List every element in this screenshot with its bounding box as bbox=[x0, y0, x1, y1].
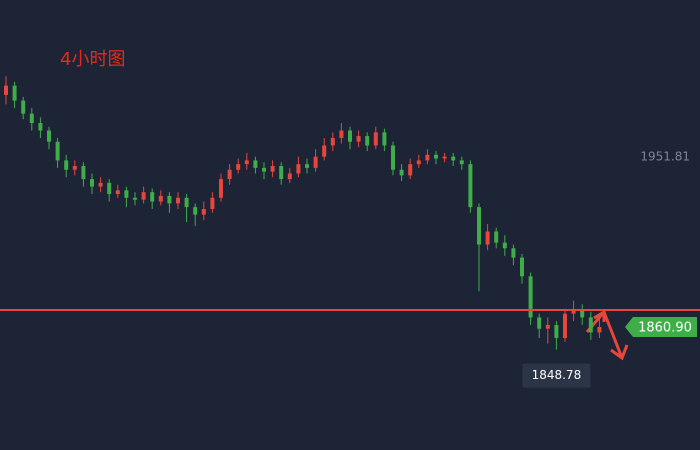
candle-body bbox=[305, 164, 309, 168]
candle-body bbox=[81, 166, 86, 180]
candle-body bbox=[244, 160, 249, 165]
arrow-head bbox=[593, 309, 606, 322]
candle-body bbox=[107, 182, 112, 195]
candle-body bbox=[184, 197, 189, 208]
candle-body bbox=[494, 231, 499, 243]
candle-body bbox=[382, 132, 387, 146]
candle-body bbox=[425, 154, 430, 161]
candle-body bbox=[90, 179, 94, 187]
candle-body bbox=[545, 324, 550, 329]
last-price-label: 1860.90 bbox=[638, 320, 692, 335]
candle-body bbox=[348, 130, 352, 142]
candle-body bbox=[502, 242, 507, 249]
candle-body bbox=[416, 160, 421, 165]
candle-body bbox=[597, 326, 602, 333]
candle-body bbox=[520, 257, 524, 277]
low-marker-label: 1848.78 bbox=[532, 368, 582, 382]
candle-body bbox=[150, 192, 155, 202]
candle-body bbox=[459, 160, 464, 165]
last-price-tag bbox=[625, 316, 697, 337]
candle-body bbox=[563, 313, 567, 339]
candle-body bbox=[442, 156, 447, 159]
candle-body bbox=[391, 145, 395, 170]
candle-body bbox=[201, 209, 206, 215]
candle-body bbox=[124, 190, 129, 198]
candle-body bbox=[528, 276, 533, 318]
candle-body bbox=[253, 160, 258, 168]
candle-body bbox=[55, 141, 60, 161]
candle-body bbox=[270, 166, 275, 172]
candle-body bbox=[408, 164, 413, 176]
candle-body bbox=[296, 164, 301, 174]
candle-body bbox=[210, 197, 215, 210]
candle-body bbox=[580, 309, 585, 318]
candle-body bbox=[29, 113, 34, 124]
candle-body bbox=[330, 137, 335, 146]
candle-body bbox=[339, 130, 344, 138]
candle-body bbox=[47, 130, 51, 142]
candle-body bbox=[72, 166, 77, 170]
candle-body bbox=[322, 145, 327, 157]
candle-body bbox=[176, 197, 180, 204]
candle-body bbox=[64, 160, 69, 170]
candle-body bbox=[167, 195, 172, 204]
candle-body bbox=[313, 156, 318, 168]
candle-body bbox=[262, 167, 266, 172]
candle-body bbox=[373, 132, 378, 146]
candle-body bbox=[588, 317, 593, 333]
candle-body bbox=[193, 207, 198, 215]
candle-body bbox=[38, 123, 43, 131]
candle-body bbox=[356, 136, 361, 142]
candle-body bbox=[4, 85, 8, 95]
candle-body bbox=[537, 317, 542, 329]
candle-body bbox=[468, 164, 473, 208]
candle-body bbox=[98, 182, 103, 187]
candle-body bbox=[399, 169, 404, 176]
candle-body bbox=[115, 190, 120, 195]
candle-body bbox=[133, 197, 137, 200]
candle-body bbox=[365, 136, 370, 146]
candle-body bbox=[158, 195, 163, 202]
arrow-head bbox=[610, 344, 629, 361]
chart-title: 4小时图 bbox=[60, 49, 125, 70]
candle-body bbox=[141, 192, 146, 200]
candle-body bbox=[571, 309, 576, 314]
candle-body bbox=[12, 85, 17, 101]
candle-body bbox=[287, 173, 292, 180]
candle-body bbox=[477, 207, 481, 245]
candle-body bbox=[511, 248, 516, 258]
low-marker-box bbox=[522, 363, 591, 388]
candle-body bbox=[434, 154, 438, 159]
candle-body bbox=[21, 100, 26, 114]
candle-body bbox=[236, 164, 241, 170]
candle-body bbox=[227, 169, 232, 180]
candle-body bbox=[485, 231, 490, 245]
candle-body bbox=[554, 324, 559, 339]
candle-body bbox=[219, 179, 223, 198]
candle-body bbox=[279, 166, 284, 180]
price-label: 1951.81 bbox=[640, 150, 690, 164]
candle-body bbox=[451, 156, 456, 161]
